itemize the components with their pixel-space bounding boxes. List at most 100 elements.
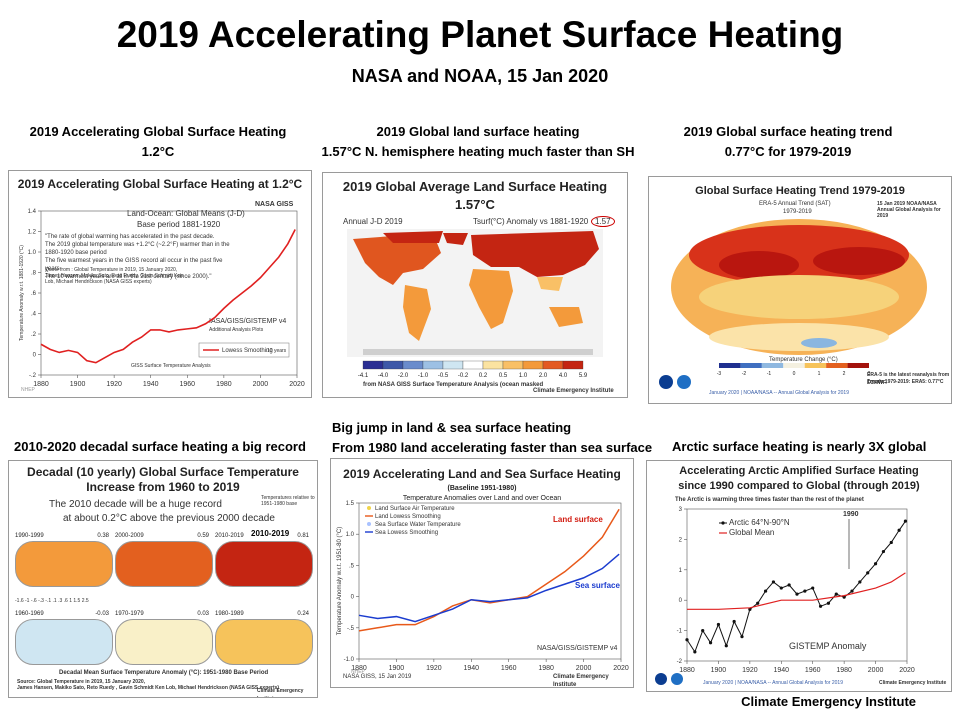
decade-label: 2000-2009 <box>115 533 144 539</box>
scale-swatch <box>402 360 424 370</box>
nasa-logo-icon <box>659 375 673 389</box>
scale-label: 5.9 <box>579 373 588 379</box>
y-tick-label: 1.0 <box>346 532 355 538</box>
x-tick-label: 1940 <box>773 667 789 674</box>
decade-note: The 2010 decade will be a huge record <box>49 499 222 510</box>
caption-line: 2019 Global land surface heating <box>376 124 580 139</box>
era5-trend: Trends 1979-2019: ERA5: 0.77°C <box>867 379 944 385</box>
caption-trend: 2019 Global surface heating trend 0.77°C… <box>648 122 928 162</box>
panel-title: Decadal (10 yearly) Global Surface Tempe… <box>27 465 299 479</box>
scale-swatch <box>422 360 444 370</box>
baseline-label: (Baseline 1951-1980) <box>447 485 517 492</box>
scale-swatch <box>562 360 584 370</box>
legend-title: Temperature Change (°C) <box>769 357 838 363</box>
trend-corner-note: 15 Jan 2019 NOAA/NASA Annual Global Anal… <box>877 201 941 219</box>
watermark: NHEP <box>21 387 36 393</box>
x-tick-label: 1920 <box>426 665 442 672</box>
y-tick-label: -.5 <box>347 626 355 632</box>
legend-arctic: Arctic 64°N-90°N <box>729 518 790 527</box>
panel-title: 2019 Accelerating Land and Sea Surface H… <box>343 467 621 481</box>
legend-sea-water: Sea Surface Water Temperature <box>375 522 461 528</box>
legend-global: Global Mean <box>729 528 775 537</box>
caption-line: Big jump in land & sea surface heating <box>332 420 572 435</box>
sea-surface-label: Sea surface <box>575 581 620 590</box>
nasa-logo-icon <box>655 673 667 685</box>
data-point <box>724 644 728 648</box>
data-point <box>795 592 799 596</box>
australia <box>549 307 583 327</box>
decade-value: 0.81 <box>297 533 309 539</box>
decade-map-image <box>115 619 213 665</box>
legend-swatch <box>367 506 371 510</box>
plot-frame <box>358 502 622 660</box>
caption-land-sea: Big jump in land & sea surface heating F… <box>332 418 662 458</box>
giss-analysis: GISS Surface Temperature Analysis <box>131 363 211 369</box>
scale-swatch <box>740 363 762 368</box>
relative-base-note: Temperatures relative to 1951-1980 base <box>261 495 315 507</box>
era5-note: ERA-5 is the latest reanalysis from ECMW… <box>867 372 950 386</box>
bullet-item: The five warmest years in the GISS recor… <box>45 258 223 272</box>
footer-right: Climate Emergency Institute <box>553 674 609 688</box>
data-point <box>850 589 854 593</box>
x-tick-label: 1920 <box>742 667 758 674</box>
scale-label: -2.0 <box>398 373 409 379</box>
footer-institute: Climate Emergency Institute <box>741 694 916 709</box>
scale-ticks: -1.6 -1 -.6 -.3 -.1 .1 .3 .6 1 1.5 2.5 <box>15 598 89 604</box>
legend-swatch <box>367 522 371 526</box>
x-tick-label: 1880 <box>351 665 367 672</box>
y-tick-label: 1 <box>679 568 683 574</box>
south-america <box>403 285 431 341</box>
arctic-america <box>383 231 443 243</box>
scale-swatch <box>761 363 784 368</box>
land-surface-map: -4.1 -4.0 -2.0 -1.0 -0.5 -0.2 0.2 0.5 1.0 2.0 4.0 5… <box>347 229 603 379</box>
data-point <box>740 635 744 639</box>
highlight-label: 2010-2019 <box>251 529 290 538</box>
decade-label: 1960-1969 <box>15 611 44 617</box>
x-tick-label: 1940 <box>463 665 479 672</box>
southern-ocean <box>709 323 889 351</box>
source-line: Source: Global Temperature in 2019, 15 J… <box>17 679 146 685</box>
panel-arctic: Accelerating Arctic Amplified Surface He… <box>646 460 952 692</box>
year-annotation: 1990 <box>843 511 859 518</box>
scale-swatch <box>442 360 464 370</box>
decade-label: 2010-2019 <box>215 533 244 539</box>
decade-map: 2010-2019 0.81 <box>215 533 313 593</box>
decade-map: 1980-1989 0.24 <box>215 611 313 671</box>
y-tick-label: 2 <box>679 537 683 543</box>
scale-swatch <box>362 360 384 370</box>
scale-label: -1.0 <box>418 373 429 379</box>
panel-global-surface: 2019 Accelerating Global Surface Heating… <box>8 170 312 398</box>
decade-label: 1990-1999 <box>15 533 44 539</box>
panel-title: Accelerating Arctic Amplified Surface He… <box>679 465 919 477</box>
panel-land-surface: 2019 Global Average Land Surface Heating… <box>322 172 628 398</box>
y-tick-label: .2 <box>31 332 37 338</box>
caption-land-surface: 2019 Global land surface heating 1.57°C … <box>300 122 656 162</box>
series-line-1 <box>687 572 906 610</box>
y-tick-label: 1.0 <box>28 250 37 256</box>
data-point <box>748 607 752 611</box>
x-tick-label: 2000 <box>576 665 592 672</box>
caption-line: Arctic surface heating is nearly 3X glob… <box>672 439 927 454</box>
north-america-hot <box>719 251 799 279</box>
x-tick-label: 1960 <box>501 665 517 672</box>
legend-tag: 10 years <box>267 348 287 354</box>
caption-value: 1.57°C N. hemisphere heating much faster… <box>321 144 635 159</box>
scale-label: -0.2 <box>458 373 469 379</box>
legend-land-lowess: Land Lowess Smoothing <box>375 514 441 520</box>
scale-swatch <box>542 360 564 370</box>
scale-swatch <box>522 360 544 370</box>
x-tick-label: 2020 <box>899 667 915 674</box>
institute-label: Climate Emergency Institute <box>257 688 304 697</box>
caption-line: 2019 Accelerating Global Surface Heating <box>29 124 287 139</box>
x-tick-label: 1900 <box>70 381 86 388</box>
decadal-caption: Decadal Mean Surface Temperature Anomaly… <box>59 670 269 676</box>
footer-left: NASA GISS, 15 Jan 2019 <box>343 674 412 680</box>
noaa-logo-icon <box>671 673 683 685</box>
quote-source: Quote from : Global Temperature in 2019,… <box>45 267 184 285</box>
arctic-note: The Arctic is warming three times faster… <box>675 497 864 503</box>
chart-subtitle: Land-Ocean: Global Means (J-D) <box>127 209 245 218</box>
scale-label: 1 <box>818 371 821 377</box>
y-tick-label: -1 <box>677 629 683 635</box>
gistemp-label: GISTEMP Anomaly <box>789 641 867 651</box>
scale-label: -0.5 <box>438 373 449 379</box>
